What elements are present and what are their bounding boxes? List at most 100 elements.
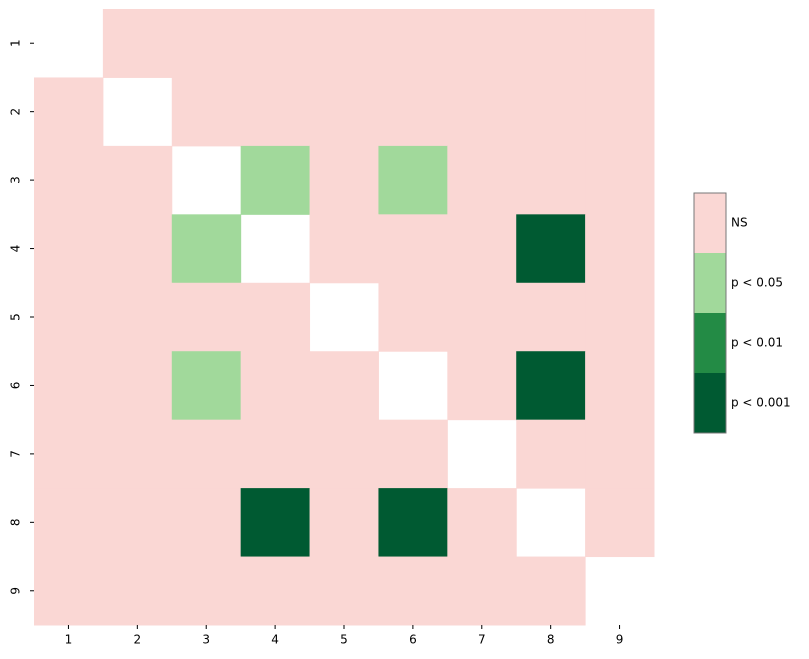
heatmap-cell: [447, 282, 517, 352]
heatmap-cell: [447, 145, 517, 215]
heatmap-cell: [34, 77, 104, 147]
heatmap-cell: [378, 282, 448, 352]
heatmap-cell: [171, 9, 242, 78]
heatmap-cell: [309, 351, 379, 421]
y-tick-label: 5: [9, 313, 23, 321]
heatmap-cell: [378, 9, 448, 78]
x-tick-label: 9: [616, 633, 624, 647]
heatmap-cell: [240, 145, 311, 215]
heatmap-cell: [309, 556, 379, 626]
heatmap-cell: [171, 419, 242, 489]
heatmap-cell: [34, 419, 104, 489]
legend-frame: [693, 192, 727, 434]
legend-label: NS: [731, 216, 748, 230]
heatmap-cell: [171, 282, 242, 352]
heatmap-cell: [516, 145, 586, 215]
x-tick-label: 1: [65, 633, 73, 647]
heatmap-cell: [102, 9, 173, 78]
heatmap-cell: [240, 77, 311, 147]
heatmap-cell: [585, 145, 655, 215]
heatmap-cell: [171, 77, 242, 147]
heatmap-cell: [102, 282, 173, 352]
heatmap-cell: [309, 9, 379, 78]
heatmap-cell: [34, 488, 104, 558]
legend-label: p < 0.05: [731, 276, 783, 290]
heatmap-cell: [34, 282, 104, 352]
heatmap-cell: [585, 77, 655, 147]
y-tick-label: 1: [9, 39, 23, 47]
heatmap-cell: [516, 351, 586, 421]
heatmap-cell: [240, 488, 311, 558]
heatmap-cell: [34, 145, 104, 215]
heatmap-cell: [34, 556, 104, 626]
heatmap-cell: [102, 556, 173, 626]
heatmap-cell: [516, 77, 586, 147]
heatmap-cell: [516, 419, 586, 489]
heatmap-cell: [102, 214, 173, 284]
x-tick-label: 7: [478, 633, 486, 647]
heatmap-cell: [240, 556, 311, 626]
x-tick-label: 2: [134, 633, 142, 647]
heatmap-cell: [516, 282, 586, 352]
heatmap-cell: [378, 488, 448, 558]
heatmap-cell: [309, 77, 379, 147]
legend-label: p < 0.001: [731, 396, 791, 410]
x-tick-label: 8: [547, 633, 555, 647]
heatmap-cell: [102, 488, 173, 558]
y-tick-label: 2: [9, 108, 23, 116]
heatmap-cell: [240, 9, 311, 78]
heatmap-cell: [240, 351, 311, 421]
heatmap-cell: [378, 419, 448, 489]
heatmap-cell: [447, 351, 517, 421]
heatmap-cell: [447, 9, 517, 78]
y-tick-label: 8: [9, 519, 23, 527]
heatmap-cell: [378, 556, 448, 626]
heatmap-cell: [171, 556, 242, 626]
x-tick-label: 4: [271, 633, 279, 647]
heatmap-cell: [34, 214, 104, 284]
heatmap-cell: [378, 214, 448, 284]
heatmap-cell: [378, 145, 448, 215]
heatmap-cell: [585, 351, 655, 421]
heatmap-cell: [34, 351, 104, 421]
heatmap-cell: [240, 282, 311, 352]
heatmap-cell: [585, 214, 655, 284]
heatmap-cell: [516, 214, 586, 284]
heatmap-cell: [585, 9, 655, 78]
legend-swatch: [694, 373, 726, 433]
heatmap-cell: [171, 488, 242, 558]
y-tick-label: 4: [9, 245, 23, 253]
heatmap-cell: [447, 488, 517, 558]
heatmap-cell: [585, 488, 655, 558]
heatmap-cell: [240, 419, 311, 489]
heatmap-cell: [447, 214, 517, 284]
heatmap-cell: [516, 556, 586, 626]
heatmap-cell: [378, 77, 448, 147]
y-tick-label: 9: [9, 587, 23, 595]
heatmap-cell: [171, 214, 242, 284]
heatmap-cell: [309, 488, 379, 558]
legend-label: p < 0.01: [731, 336, 783, 350]
legend-swatch: [694, 253, 726, 313]
heatmap-cell: [309, 214, 379, 284]
x-tick-label: 3: [202, 633, 210, 647]
x-tick-label: 6: [409, 633, 417, 647]
y-tick-label: 7: [9, 450, 23, 458]
heatmap-cell: [447, 77, 517, 147]
heatmap-cell: [102, 351, 173, 421]
heatmap-cell: [171, 351, 242, 421]
heatmap-cell: [585, 419, 655, 489]
heatmap-cell: [516, 9, 586, 78]
heatmap-cell: [309, 145, 379, 215]
heatmap-cell: [102, 419, 173, 489]
y-tick-label: 6: [9, 382, 23, 390]
legend-swatch: [694, 313, 726, 373]
x-tick-label: 5: [340, 633, 348, 647]
legend-swatch: [694, 193, 726, 253]
y-tick-label: 3: [9, 176, 23, 184]
heatmap-cell: [585, 282, 655, 352]
heatmap-cell: [447, 556, 517, 626]
heatmap-cell: [309, 419, 379, 489]
heatmap-cell: [102, 145, 173, 215]
